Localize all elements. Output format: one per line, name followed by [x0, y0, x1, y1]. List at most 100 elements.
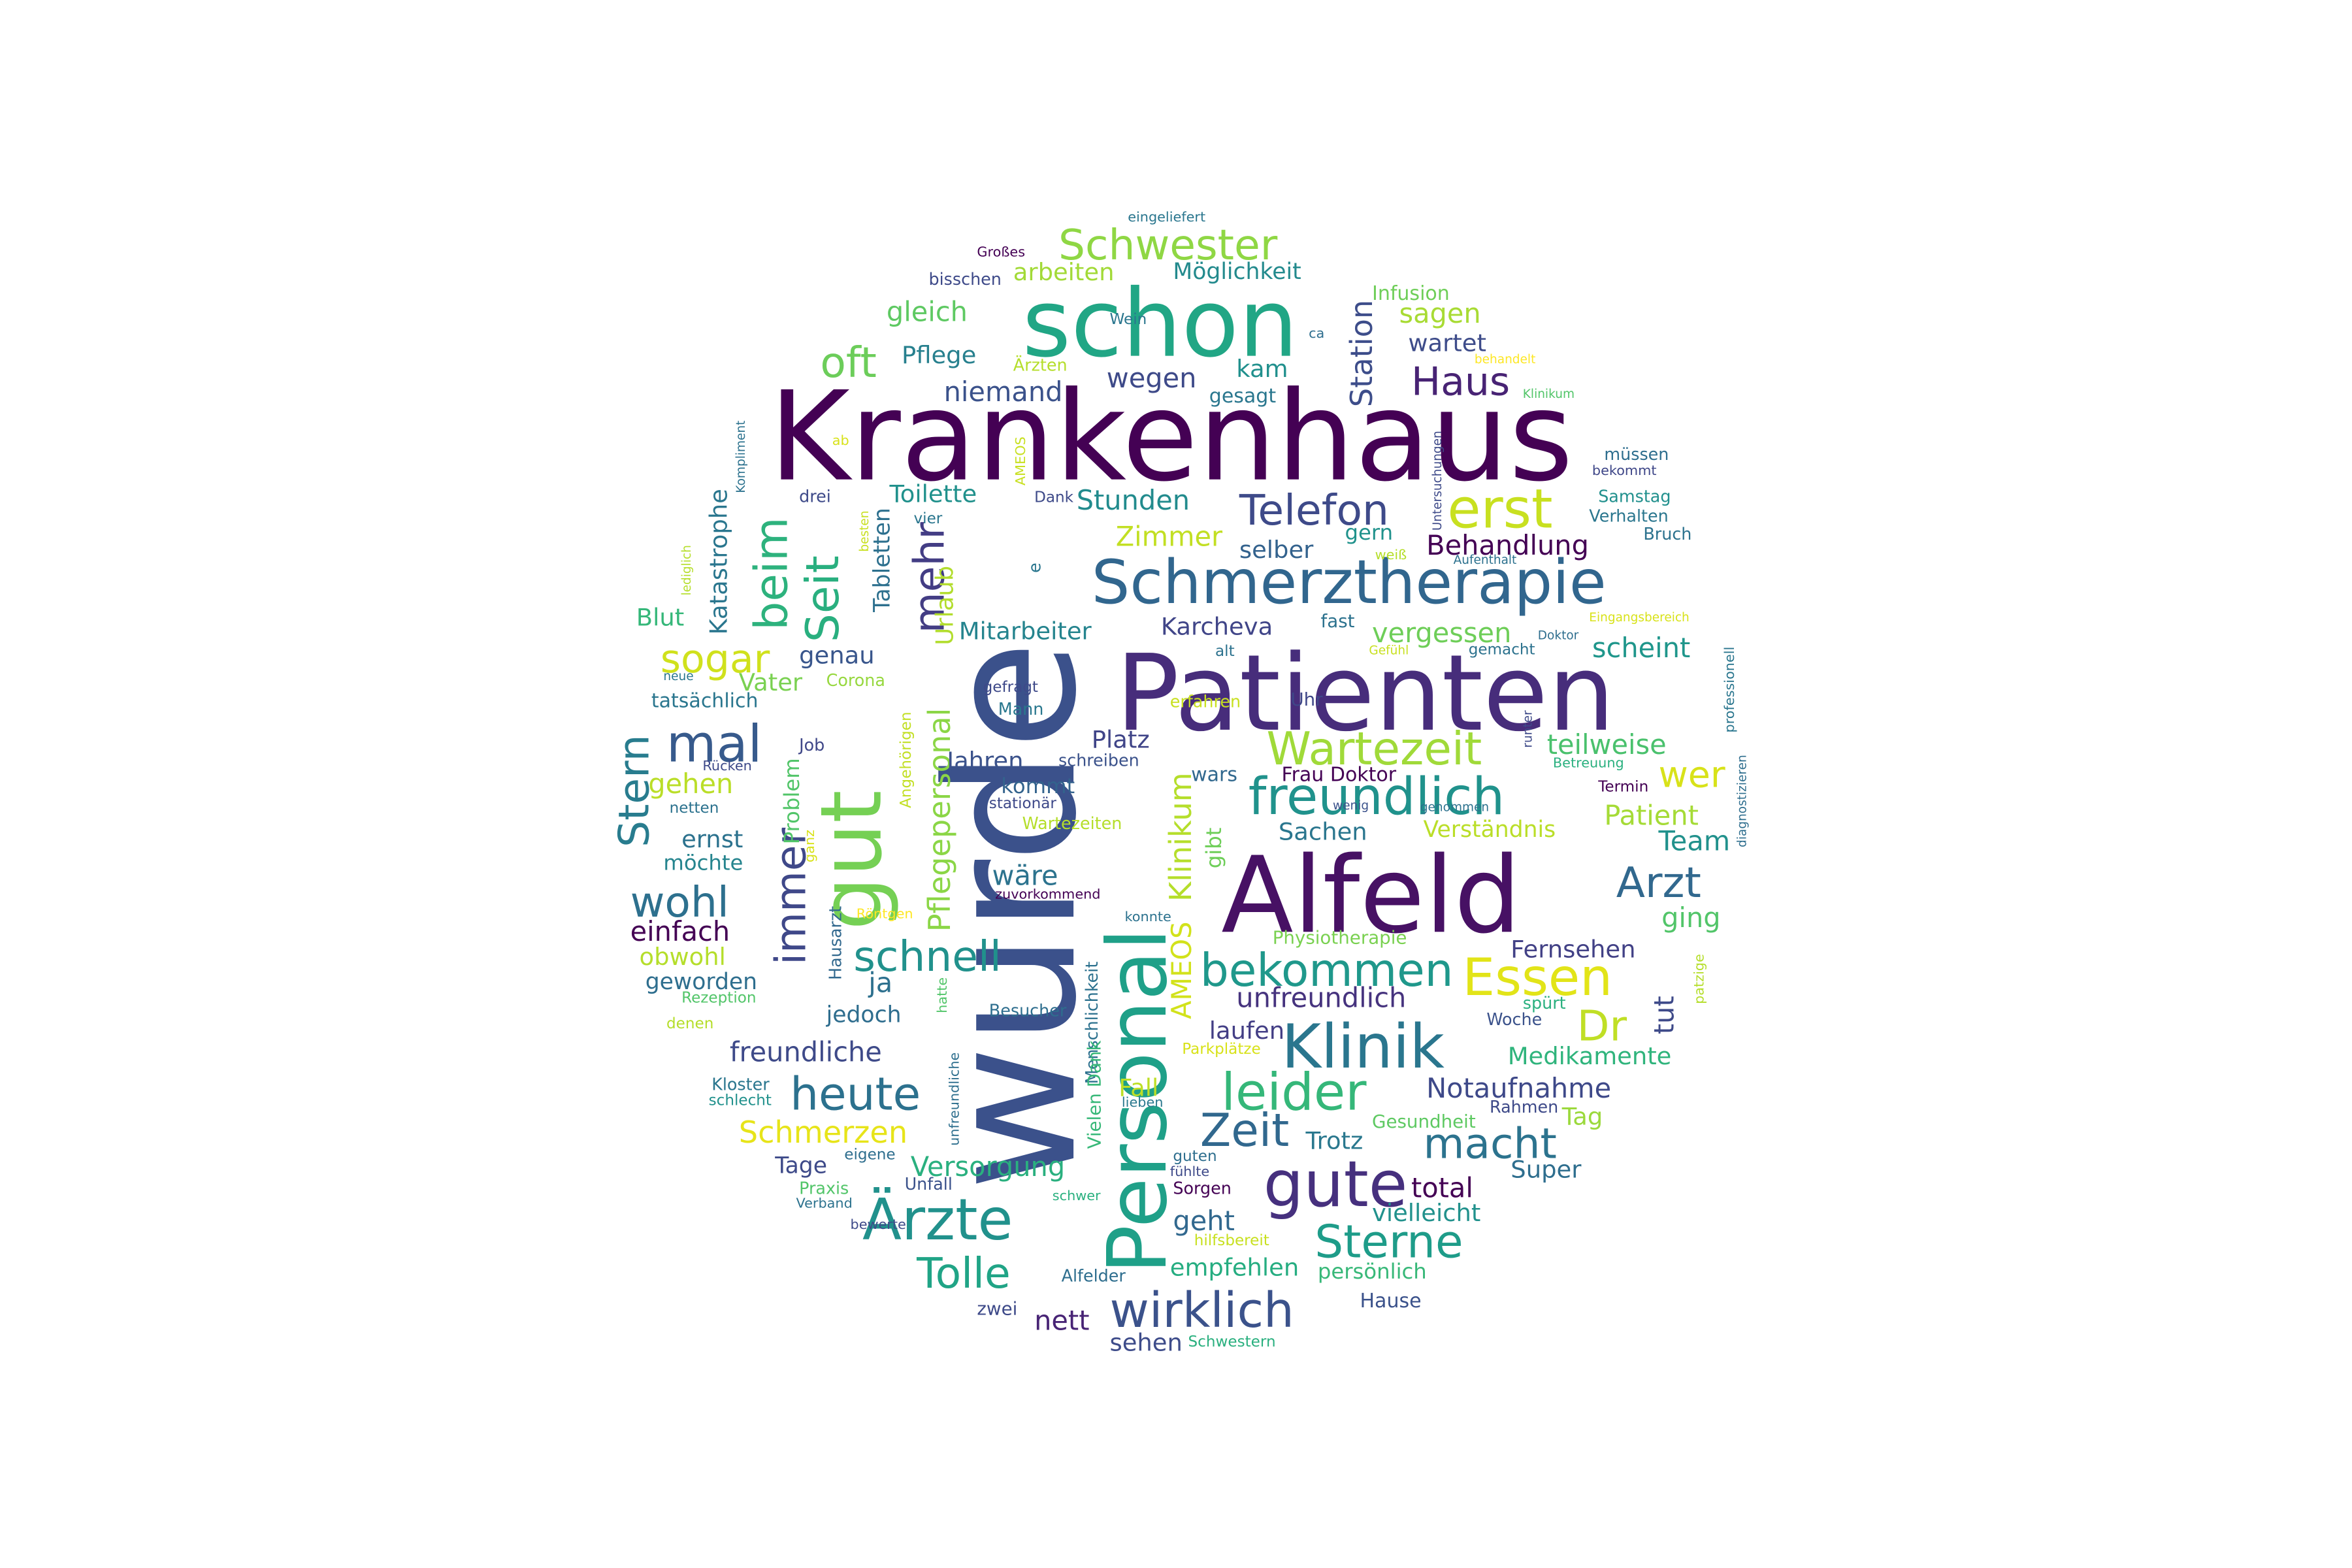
- word-117: Tage: [774, 1152, 827, 1179]
- word-171: Verband: [796, 1196, 853, 1211]
- word-147: behandelt: [1475, 353, 1535, 367]
- word-186: Ärzten: [1013, 355, 1068, 375]
- word-134: Physiotherapie: [1273, 927, 1407, 949]
- word-4: Alfeld: [1221, 834, 1521, 957]
- word-87: wegen: [1107, 362, 1197, 394]
- word-110: möchte: [663, 851, 743, 875]
- word-26: immer: [766, 827, 815, 965]
- word-165: denen: [666, 1015, 713, 1032]
- word-195: neue: [663, 670, 693, 683]
- word-89: niemand: [944, 376, 1063, 408]
- word-164: Rezeption: [681, 990, 756, 1007]
- word-157: diagnostizieren: [1735, 755, 1749, 847]
- word-59: Medikamente: [1508, 1042, 1672, 1070]
- word-144: müssen: [1604, 444, 1669, 464]
- word-15: Essen: [1463, 947, 1612, 1007]
- word-88: gesagt: [1209, 385, 1277, 408]
- word-63: vielleicht: [1372, 1199, 1480, 1227]
- word-135: Besucher: [989, 1000, 1067, 1020]
- word-30: oft: [820, 338, 876, 387]
- word-18: leider: [1221, 1062, 1367, 1122]
- word-191: drei: [799, 487, 831, 506]
- word-102: Vater: [739, 668, 803, 696]
- word-68: sehen: [1110, 1329, 1183, 1357]
- word-201: e: [1024, 563, 1044, 573]
- word-151: Eingangsbereich: [1589, 611, 1689, 625]
- word-8: Schmerztherapie: [1092, 547, 1607, 617]
- word-71: Gesundheit: [1372, 1111, 1476, 1132]
- word-108: ernst: [681, 825, 743, 853]
- word-37: Dr: [1577, 1002, 1627, 1051]
- word-180: Schwestern: [1188, 1333, 1276, 1350]
- word-43: Stunden: [1077, 484, 1190, 516]
- word-162: genommen: [1420, 801, 1489, 815]
- word-132: zuvorkommend: [995, 886, 1100, 902]
- word-52: teilweise: [1547, 728, 1667, 760]
- word-25: schnell: [853, 932, 1002, 981]
- word-173: Alfelder: [1062, 1266, 1126, 1286]
- word-50: vergessen: [1372, 617, 1511, 649]
- word-72: unfreundlich: [1236, 982, 1406, 1014]
- word-127: gefragt: [983, 679, 1038, 696]
- word-113: geworden: [645, 969, 757, 995]
- word-192: besten: [858, 510, 872, 551]
- word-163: patzige: [1691, 954, 1707, 1004]
- word-10: gute: [1264, 1147, 1408, 1221]
- word-86: kam: [1236, 355, 1288, 383]
- word-22: wirklich: [1110, 1282, 1294, 1339]
- word-62: total: [1411, 1171, 1473, 1203]
- word-179: hilfsbereit: [1194, 1232, 1269, 1249]
- word-38: Tolle: [916, 1249, 1011, 1298]
- word-67: nett: [1034, 1304, 1089, 1336]
- word-9: Klinik: [1282, 1011, 1445, 1082]
- word-31: Stern: [610, 734, 659, 847]
- word-13: erst: [1447, 478, 1552, 541]
- word-33: wohl: [630, 878, 729, 927]
- word-183: eingeliefert: [1128, 209, 1205, 225]
- word-6: Personal: [1090, 928, 1185, 1274]
- word-188: Dank: [1034, 489, 1074, 506]
- word-84: Zimmer: [1116, 520, 1223, 552]
- word-115: jedoch: [826, 1002, 902, 1028]
- word-133: konnte: [1125, 909, 1171, 924]
- word-90: Pflege: [902, 341, 976, 369]
- word-197: netten: [670, 800, 719, 817]
- word-34: Zeit: [1200, 1105, 1289, 1157]
- word-177: fühlte: [1170, 1164, 1209, 1179]
- word-36: Arzt: [1616, 858, 1701, 907]
- word-39: Station: [1344, 300, 1379, 407]
- word-80: Uhr: [1290, 689, 1323, 710]
- word-41: Klinikum: [1163, 772, 1198, 902]
- word-172: schwer: [1053, 1188, 1101, 1203]
- word-56: ging: [1661, 902, 1721, 934]
- word-14: Schwester: [1058, 221, 1278, 270]
- word-116: freundliche: [730, 1036, 882, 1068]
- word-7: gut: [803, 790, 901, 930]
- word-150: weiß: [1375, 547, 1407, 563]
- word-159: Termin: [1597, 779, 1648, 796]
- word-148: Untersuchungen: [1431, 431, 1445, 531]
- word-106: wäre: [992, 860, 1058, 892]
- word-99: Katastrophe: [704, 489, 732, 634]
- word-121: unfreundliche: [947, 1053, 962, 1146]
- word-111: einfach: [630, 915, 730, 947]
- word-193: vier: [914, 510, 943, 527]
- word-16: freundlich: [1249, 766, 1505, 826]
- word-94: sagen: [1399, 297, 1481, 329]
- word-3: Patienten: [1116, 632, 1615, 755]
- word-155: alt: [1215, 643, 1235, 660]
- word-70: Trotz: [1305, 1127, 1364, 1155]
- word-28: beim: [746, 517, 798, 630]
- word-119: Menschlichkeit: [1082, 962, 1102, 1085]
- word-129: erfahren: [1170, 691, 1241, 711]
- word-32: sogar: [661, 636, 770, 682]
- word-125: Angehörigen: [898, 711, 915, 808]
- word-160: runter: [1522, 710, 1535, 748]
- word-61: Super: [1511, 1155, 1582, 1183]
- word-91: gleich: [887, 296, 968, 328]
- word-11: Ärzte: [862, 1186, 1013, 1253]
- word-54: Patient: [1604, 799, 1699, 831]
- word-167: schlecht: [709, 1092, 772, 1109]
- word-97: Urlaub: [931, 566, 959, 645]
